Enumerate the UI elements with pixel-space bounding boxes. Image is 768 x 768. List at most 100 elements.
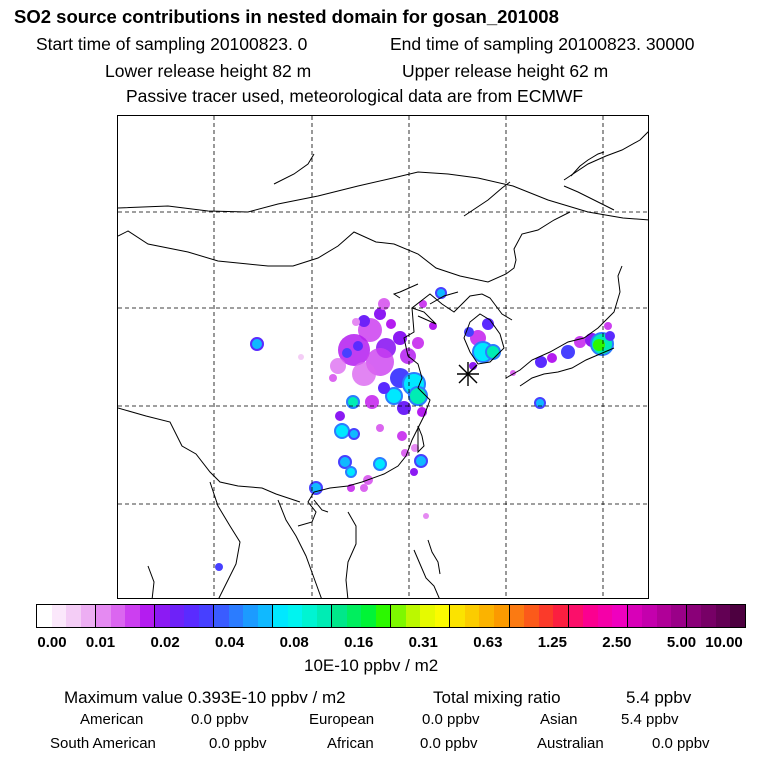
- plume-layer: [215, 287, 615, 571]
- plume-blob: [469, 362, 477, 370]
- colorbar-segment: [434, 605, 451, 627]
- plume-blob: [298, 354, 304, 360]
- border-line: [118, 407, 301, 503]
- plume-blob: [604, 322, 612, 330]
- plume-blob: [410, 468, 418, 476]
- plume-blob: [358, 315, 370, 327]
- colorbar-tick-label: 10.00: [705, 634, 743, 651]
- plume-blob: [378, 382, 390, 394]
- map-svg: [118, 116, 648, 598]
- plume-blob: [397, 431, 407, 441]
- hainan-coastline: [313, 499, 329, 513]
- border-line: [392, 283, 419, 299]
- colorbar-segment: [538, 605, 554, 627]
- philippines-coastline: [427, 539, 441, 575]
- colorbar-tick-label: 0.01: [85, 634, 116, 651]
- colorbar-segment: [597, 605, 613, 627]
- upper-release-label: Upper release height 62 m: [402, 61, 609, 81]
- plume-blob: [348, 428, 360, 440]
- coastline: [345, 511, 357, 598]
- colorbar-tick-label: 2.50: [602, 634, 632, 651]
- coastline-layer: [118, 131, 648, 598]
- plume-blob: [335, 411, 345, 421]
- philippines-coastline: [413, 549, 440, 598]
- plume-blob: [535, 356, 547, 368]
- plume-blob: [397, 401, 411, 415]
- plume-blob: [215, 563, 223, 571]
- colorbar-segment: [66, 605, 81, 627]
- colorbar-segment: [509, 605, 525, 627]
- colorbar-segment: [686, 605, 702, 627]
- south-american-value: 0.0 ppbv: [209, 735, 267, 752]
- plume-blob: [435, 287, 447, 299]
- plume-blob: [353, 341, 363, 351]
- taiwan-coastline: [417, 425, 425, 454]
- colorbar-segment: [257, 605, 274, 627]
- colorbar-tick-label: 1.25: [537, 634, 567, 651]
- coastline: [429, 291, 459, 305]
- colorbar-segment: [302, 605, 317, 627]
- colorbar-tick-label: 5.00: [666, 634, 697, 651]
- plume-blob: [329, 374, 337, 382]
- tracer-note-label: Passive tracer used, meteorological data…: [126, 86, 584, 106]
- plume-blob: [414, 454, 428, 468]
- colorbar-segment: [391, 605, 406, 627]
- colorbar-segment: [361, 605, 376, 627]
- colorbar-segment: [701, 605, 716, 627]
- colorbar-segment: [198, 605, 215, 627]
- colorbar-segment: [524, 605, 539, 627]
- colorbar-segment: [169, 605, 185, 627]
- colorbar: [36, 604, 746, 628]
- coastline: [463, 181, 511, 217]
- total-mixing-value: 5.4 ppbv: [626, 688, 692, 707]
- colorbar-segment: [583, 605, 598, 627]
- border-line: [209, 481, 241, 598]
- korea-coastline: [463, 313, 505, 365]
- colorbar-tick-label: 0.31: [408, 634, 438, 651]
- colorbar-segment: [37, 605, 52, 627]
- colorbar-segment: [155, 605, 170, 627]
- colorbar-segment: [110, 605, 126, 627]
- border-line: [118, 171, 648, 221]
- colorbar-tick-label: 0.63: [473, 634, 503, 651]
- plume-blob: [345, 466, 357, 478]
- colorbar-segment: [125, 605, 140, 627]
- coastline: [410, 293, 513, 325]
- map-panel: [117, 115, 649, 599]
- south-american-label: South American: [50, 735, 156, 752]
- colorbar-segment: [273, 605, 288, 627]
- plume-blob: [360, 484, 368, 492]
- plume-blob: [464, 327, 474, 337]
- colorbar-segment: [405, 605, 421, 627]
- colorbar-segment: [346, 605, 362, 627]
- colorbar-tick-label: 0.08: [279, 634, 309, 651]
- plume-blob: [605, 331, 615, 341]
- colorbar-segment: [96, 605, 111, 627]
- plume-blob: [338, 455, 352, 469]
- australian-value: 0.0 ppbv: [652, 735, 710, 752]
- plume-blob: [561, 345, 575, 359]
- colorbar-segment: [627, 605, 643, 627]
- japan-coastline: [519, 347, 615, 387]
- plume-blob: [393, 331, 407, 345]
- end-time-label: End time of sampling 20100823. 30000: [390, 34, 695, 54]
- african-value: 0.0 ppbv: [420, 735, 478, 752]
- coastline: [563, 185, 615, 211]
- colorbar-segment: [243, 605, 258, 627]
- colorbar-segment: [51, 605, 67, 627]
- colorbar-segment: [316, 605, 333, 627]
- colorbar-segment: [671, 605, 687, 627]
- plume-blob: [386, 319, 396, 329]
- plume-blob: [485, 344, 501, 360]
- lake-outline: [273, 153, 315, 185]
- colorbar-tick-label: 0.02: [150, 634, 180, 651]
- european-value: 0.0 ppbv: [422, 711, 480, 728]
- plume-blob: [346, 395, 360, 409]
- asian-label: Asian: [540, 711, 578, 728]
- plume-blob: [373, 457, 387, 471]
- plume-blob: [411, 444, 419, 452]
- colorbar-segment: [493, 605, 510, 627]
- map-title: SO2 source contributions in nested domai…: [14, 6, 559, 27]
- plume-blob: [352, 318, 360, 326]
- max-value-label: Maximum value 0.393E-10 ppbv / m2: [64, 688, 346, 707]
